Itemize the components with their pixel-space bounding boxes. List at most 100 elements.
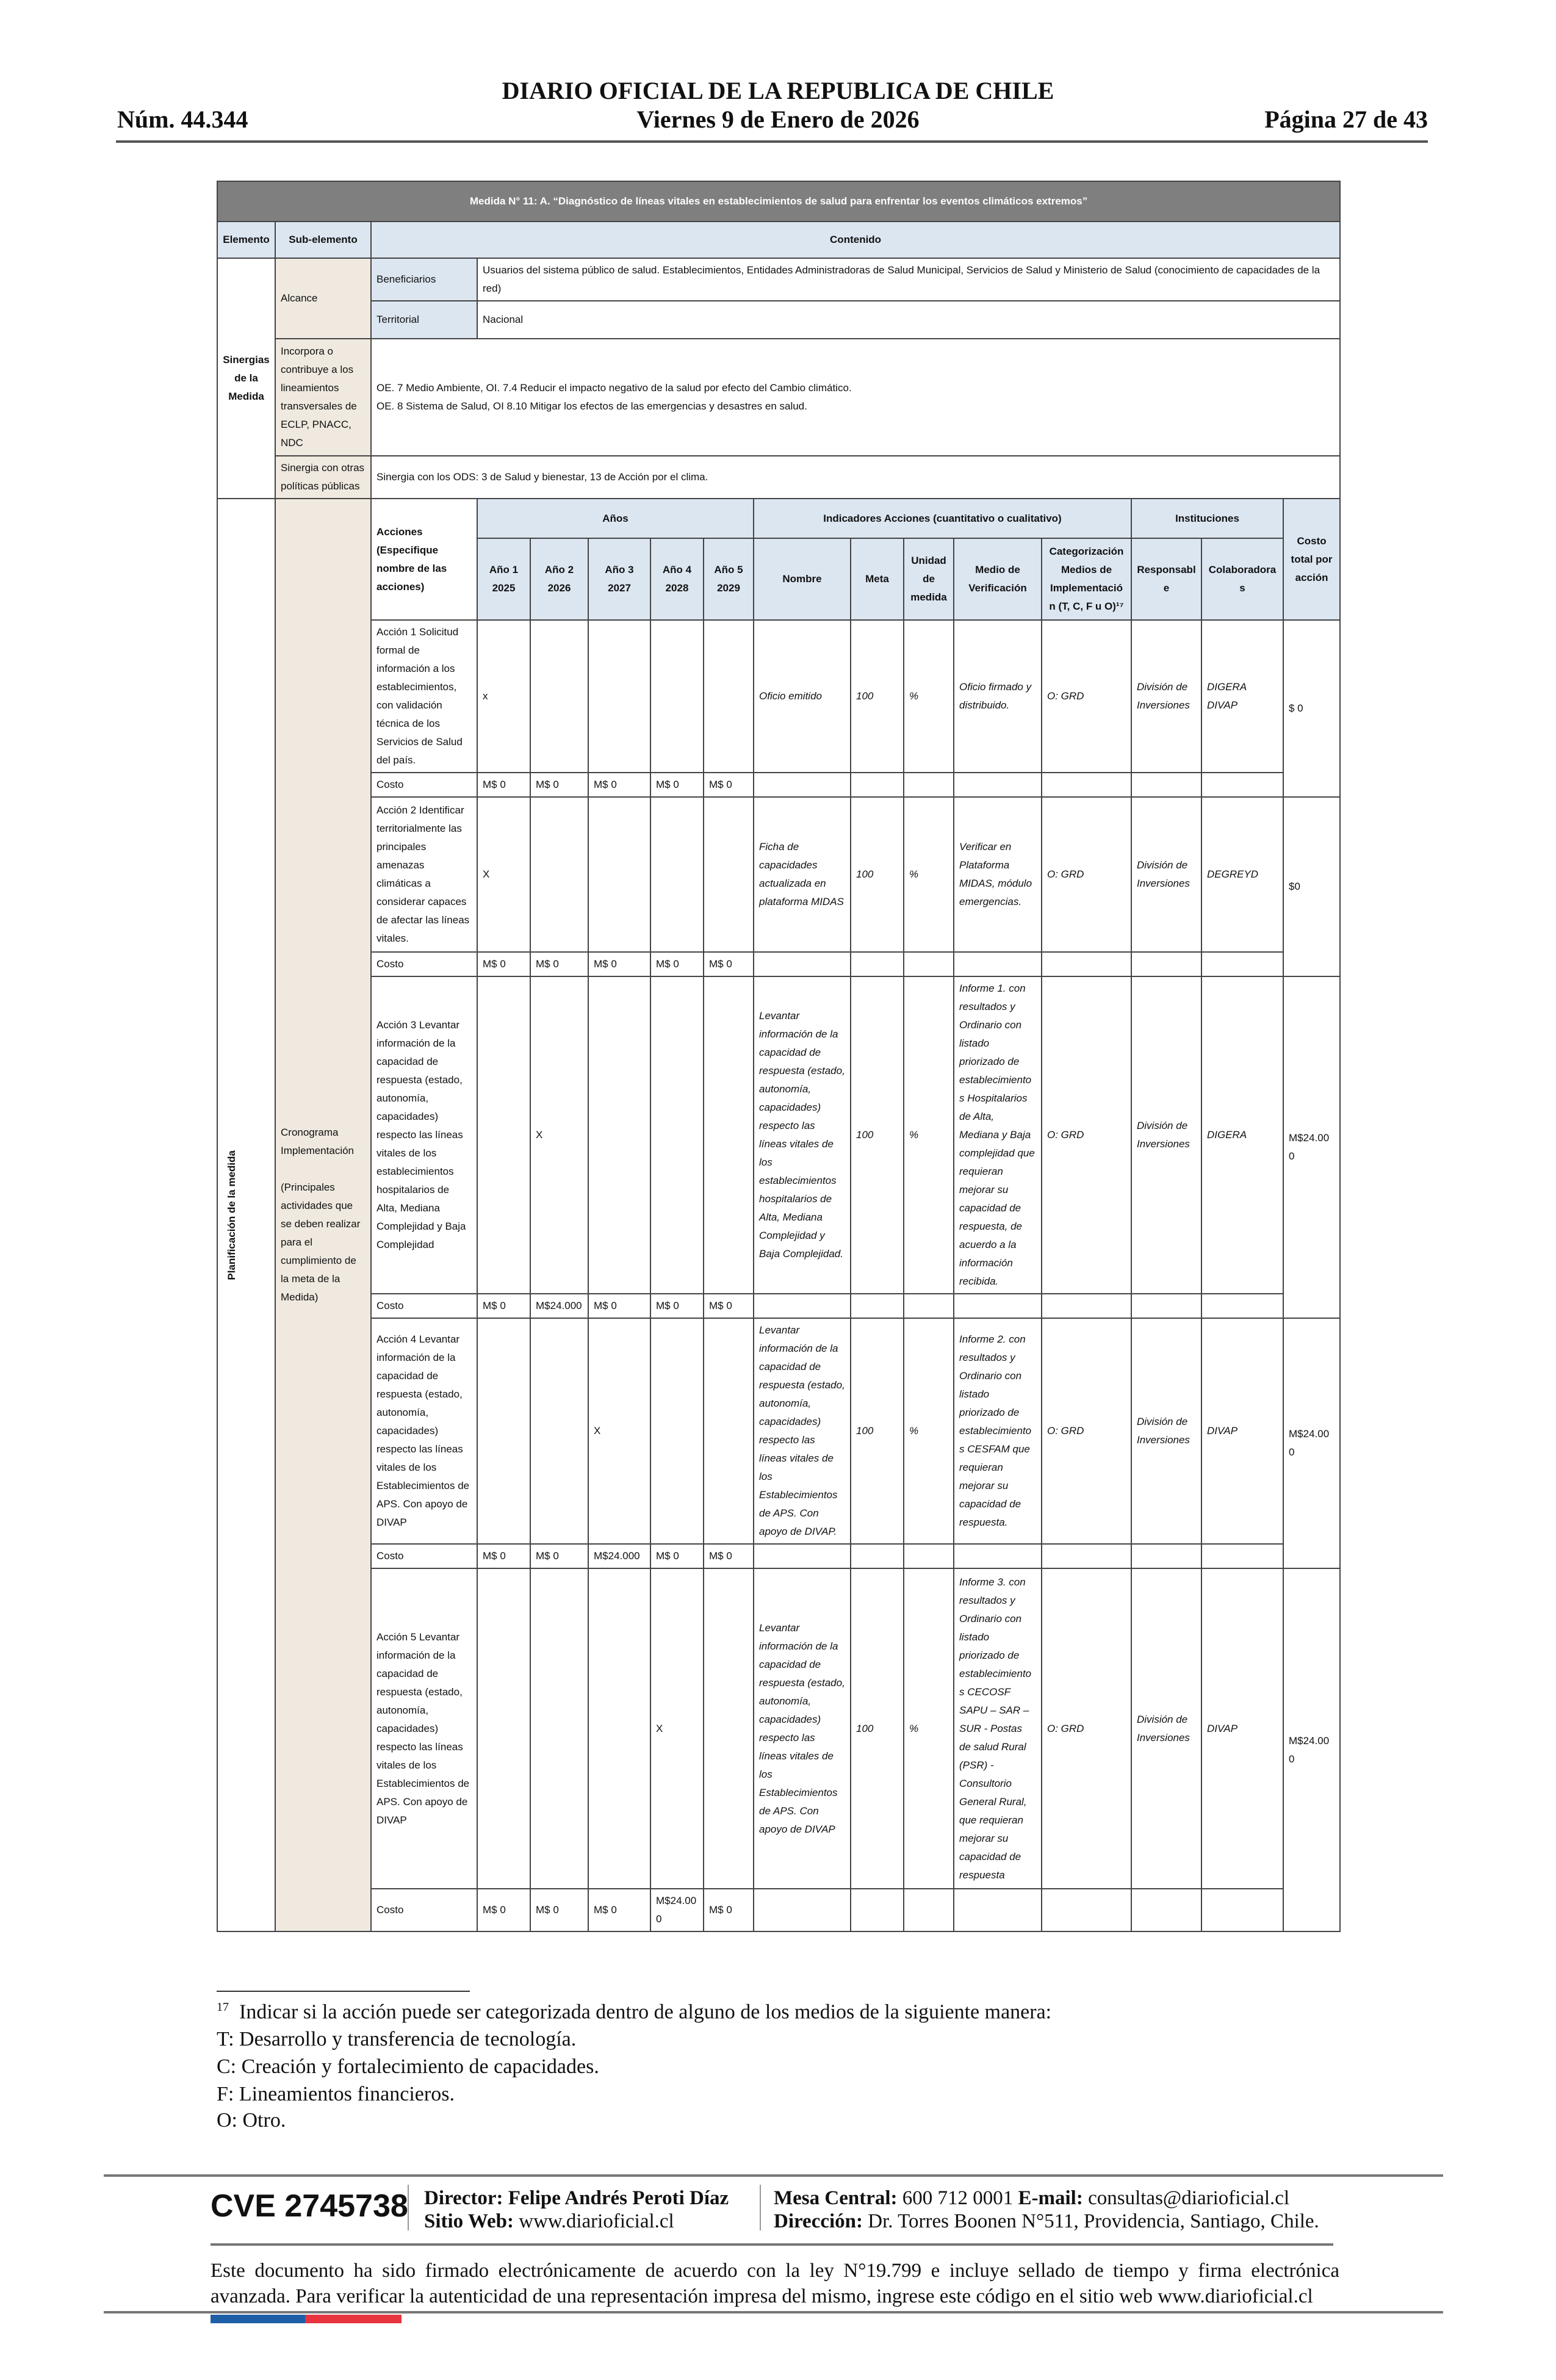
indicator-meta: 100 bbox=[850, 1318, 904, 1545]
footnote-1: 17 Indicar si la acción puede ser catego… bbox=[217, 2000, 1051, 2024]
empty-cell bbox=[1131, 951, 1202, 977]
indicator-name: Oficio emitido bbox=[753, 619, 851, 773]
cve-code: CVE 2745738 bbox=[211, 2188, 408, 2224]
year-mark bbox=[477, 976, 531, 1294]
indicator-header: Nombre bbox=[753, 538, 851, 621]
collaborators: DIVAP bbox=[1201, 1568, 1284, 1889]
year-mark bbox=[703, 796, 754, 953]
year-mark: X bbox=[477, 796, 531, 953]
institution-header: Responsable bbox=[1131, 538, 1202, 621]
year-mark bbox=[703, 619, 754, 773]
verification-means: Verificar en Plataforma MIDAS, módulo em… bbox=[953, 796, 1042, 953]
empty-cell bbox=[1041, 772, 1132, 798]
responsible: División de Inversiones bbox=[1131, 619, 1202, 773]
responsible: División de Inversiones bbox=[1131, 796, 1202, 953]
empty-cell bbox=[1201, 772, 1284, 798]
cost-label: Costo bbox=[370, 1293, 478, 1319]
incorpora-line-1: OE. 7 Medio Ambiente, OI. 7.4 Reducir el… bbox=[376, 382, 852, 394]
empty-cell bbox=[753, 772, 851, 798]
year-mark bbox=[650, 619, 704, 773]
email-link[interactable]: consultas@diarioficial.cl bbox=[1088, 2187, 1290, 2209]
verification-means: Informe 2. con resultados y Ordinario co… bbox=[953, 1318, 1042, 1545]
total-cost: M$24.000 bbox=[1282, 976, 1341, 1319]
verification-means: Oficio firmado y distribuido. bbox=[953, 619, 1042, 773]
year-cost: M$ 0 bbox=[703, 951, 754, 977]
action-row: Acción 4 Levantar información de la capa… bbox=[217, 1318, 1341, 1569]
cost-label: Costo bbox=[370, 1543, 478, 1569]
anos-header: Años bbox=[477, 498, 754, 539]
incorpora-content: OE. 7 Medio Ambiente, OI. 7.4 Reducir el… bbox=[370, 338, 1341, 456]
year-mark bbox=[703, 976, 754, 1294]
empty-cell bbox=[903, 772, 954, 798]
action-row: Acción 1 Solicitud formal de información… bbox=[217, 619, 1341, 798]
year-mark bbox=[650, 976, 704, 1294]
indicator-name: Ficha de capacidades actualizada en plat… bbox=[753, 796, 851, 953]
indicator-meta: 100 bbox=[850, 1568, 904, 1889]
empty-cell bbox=[850, 1293, 904, 1319]
indicator-unit: % bbox=[903, 976, 954, 1294]
indicator-unit: % bbox=[903, 619, 954, 773]
collaborators: DIGERA bbox=[1201, 976, 1284, 1294]
empty-cell bbox=[953, 772, 1042, 798]
total-cost: M$24.000 bbox=[1282, 1318, 1341, 1569]
indicator-meta: 100 bbox=[850, 796, 904, 953]
responsible: División de Inversiones bbox=[1131, 976, 1202, 1294]
year-mark bbox=[703, 1318, 754, 1545]
year-cost: M$ 0 bbox=[530, 772, 589, 798]
year-mark bbox=[530, 619, 589, 773]
year-header: Año 3 2027 bbox=[588, 538, 651, 621]
indicator-header: Meta bbox=[850, 538, 904, 621]
costo-total-header: Costo total por acción bbox=[1282, 498, 1341, 621]
empty-cell bbox=[753, 1293, 851, 1319]
year-mark bbox=[588, 1568, 651, 1889]
footnote-text: Indicar si la acción puede ser categoriz… bbox=[239, 2000, 1052, 2024]
cost-row: Costo M$ 0 M$ 0 M$ 0 M$ 0 M$ 0 bbox=[217, 772, 1340, 798]
year-mark bbox=[530, 796, 589, 953]
year-cost: M$ 0 bbox=[530, 951, 589, 977]
direccion-line: Dirección: Dr. Torres Boonen N°511, Prov… bbox=[774, 2210, 1319, 2232]
year-mark bbox=[703, 1568, 754, 1889]
empty-cell bbox=[953, 951, 1042, 977]
empty-cell bbox=[1041, 1293, 1132, 1319]
year-mark bbox=[650, 1318, 704, 1545]
responsible: División de Inversiones bbox=[1131, 1318, 1202, 1545]
alcance-label: Alcance bbox=[275, 258, 372, 339]
cost-label: Costo bbox=[370, 951, 478, 977]
year-cost: M$ 0 bbox=[650, 951, 704, 977]
indicator-unit: % bbox=[903, 796, 954, 953]
header-divider bbox=[116, 140, 1428, 143]
year-mark bbox=[588, 619, 651, 773]
empty-cell bbox=[1041, 951, 1132, 977]
year-cost: M$ 0 bbox=[703, 1293, 754, 1319]
year-cost: M$ 0 bbox=[477, 1888, 531, 1932]
year-mark bbox=[477, 1568, 531, 1889]
year-cost: M$ 0 bbox=[588, 1293, 651, 1319]
sinergia-content: Sinergia con los ODS: 3 de Salud y biene… bbox=[370, 455, 1341, 499]
footnote-f: F: Lineamientos financieros. bbox=[217, 2083, 455, 2105]
total-cost: $0 bbox=[1282, 796, 1341, 977]
measure-table: Medida N° 11: A. “Diagnóstico de líneas … bbox=[216, 181, 1341, 1932]
measure-title: Medida N° 11: A. “Diagnóstico de líneas … bbox=[216, 181, 1341, 222]
year-cost: M$ 0 bbox=[703, 772, 754, 798]
year-cost: M$24.000 bbox=[530, 1293, 589, 1319]
total-cost: $ 0 bbox=[1282, 619, 1341, 798]
empty-cell bbox=[1201, 1543, 1284, 1569]
cost-row: Costo M$ 0 M$ 0 M$ 0 M$24.000 M$ 0 bbox=[217, 1888, 1340, 1932]
verification-means: Informe 3. con resultados y Ordinario co… bbox=[953, 1568, 1042, 1889]
mesa-line: Mesa Central: 600 712 0001 E-mail: consu… bbox=[774, 2187, 1290, 2209]
action-description: Acción 2 Identificar territorialmente la… bbox=[370, 796, 478, 953]
cost-row: Costo M$ 0 M$ 0 M$24.000 M$ 0 M$ 0 bbox=[217, 1543, 1340, 1569]
cronograma-title: Cronograma Implementación bbox=[281, 1127, 355, 1156]
acciones-header: Acciones (Especifique nombre de las acci… bbox=[370, 498, 478, 621]
footer-separator-2 bbox=[760, 2185, 761, 2230]
empty-cell bbox=[1201, 1888, 1284, 1932]
empty-cell bbox=[1131, 1888, 1202, 1932]
year-mark: x bbox=[477, 619, 531, 773]
web-link[interactable]: www.diarioficial.cl bbox=[519, 2210, 674, 2232]
footnote-t: T: Desarrollo y transferencia de tecnolo… bbox=[217, 2028, 577, 2050]
empty-cell bbox=[1131, 1543, 1202, 1569]
sinergia-label: Sinergia con otras políticas públicas bbox=[275, 455, 372, 499]
indicator-header: Categorización Medios de Implementación … bbox=[1041, 538, 1132, 621]
year-mark: X bbox=[588, 1318, 651, 1545]
year-header: Año 2 2026 bbox=[530, 538, 589, 621]
